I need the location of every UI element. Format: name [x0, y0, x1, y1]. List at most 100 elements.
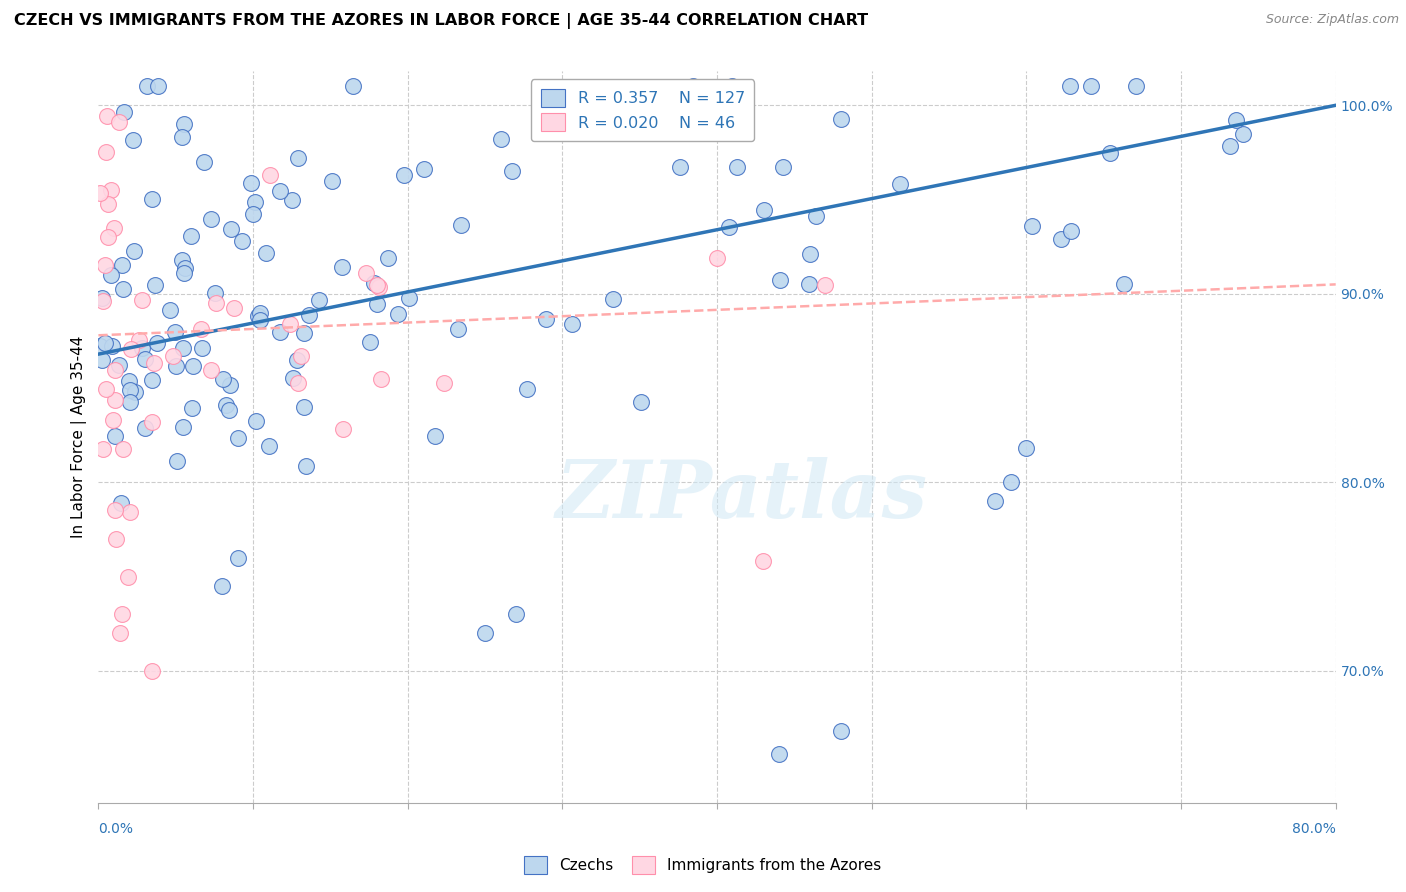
Point [111, 607, 134, 622]
Point [1098, 145, 1121, 160]
Point [124, 384, 146, 399]
Point [105, 532, 128, 546]
Point [1015, 442, 1038, 456]
Point [91, 442, 114, 456]
Point [717, 219, 740, 234]
Point [359, 335, 381, 350]
Point [120, 343, 142, 357]
Point [120, 395, 142, 409]
Point [889, 178, 911, 192]
Point [280, 317, 302, 331]
Point [124, 244, 146, 259]
Point [332, 422, 354, 436]
Point [536, 312, 558, 326]
Point [630, 394, 652, 409]
Point [170, 130, 193, 145]
Point [602, 292, 624, 306]
Point [450, 219, 472, 233]
Text: 80.0%: 80.0% [1292, 822, 1336, 836]
Point [141, 192, 163, 206]
Point [285, 353, 308, 368]
Point [205, 296, 228, 310]
Point [148, 79, 170, 94]
Point [103, 220, 125, 235]
Point [1000, 475, 1022, 490]
Text: Source: ZipAtlas.com: Source: ZipAtlas.com [1265, 13, 1399, 27]
Text: ZIPatlas: ZIPatlas [555, 457, 928, 534]
Point [356, 266, 378, 280]
Point [191, 341, 214, 355]
Point [447, 322, 470, 336]
Point [1112, 277, 1135, 291]
Point [200, 363, 222, 377]
Legend: R = 0.357    N = 127, R = 0.020    N = 46: R = 0.357 N = 127, R = 0.020 N = 46 [531, 79, 755, 141]
Point [108, 115, 131, 129]
Point [103, 413, 125, 427]
Point [104, 503, 127, 517]
Point [799, 246, 821, 260]
Point [387, 307, 409, 321]
Point [984, 494, 1007, 508]
Point [173, 117, 195, 131]
Point [141, 415, 163, 429]
Point [366, 277, 388, 292]
Point [97, 229, 120, 244]
Point [112, 105, 135, 120]
Point [1219, 138, 1241, 153]
Point [242, 207, 264, 221]
Point [377, 251, 399, 265]
Point [110, 495, 132, 509]
Point [104, 363, 127, 377]
Point [245, 414, 267, 428]
Point [211, 579, 233, 593]
Point [1021, 219, 1043, 234]
Point [101, 339, 124, 353]
Point [392, 168, 415, 182]
Point [159, 303, 181, 318]
Point [90, 291, 112, 305]
Point [193, 154, 215, 169]
Point [131, 341, 153, 355]
Point [134, 351, 156, 366]
Point [146, 335, 169, 350]
Point [668, 161, 690, 175]
Point [643, 119, 665, 133]
Point [363, 277, 385, 291]
Point [174, 260, 197, 275]
Point [97, 197, 120, 211]
Point [283, 371, 305, 385]
Point [180, 229, 202, 244]
Point [706, 251, 728, 265]
Point [110, 258, 132, 272]
Point [246, 309, 269, 323]
Point [330, 260, 353, 275]
Point [287, 151, 309, 165]
Point [298, 308, 321, 322]
Point [181, 401, 204, 416]
Point [136, 79, 159, 94]
Point [94, 258, 117, 272]
Point [1232, 127, 1254, 141]
Point [368, 279, 391, 293]
Point [398, 291, 420, 305]
Point [501, 163, 523, 178]
Point [224, 301, 246, 315]
Point [287, 376, 309, 390]
Point [122, 133, 145, 147]
Point [768, 747, 790, 761]
Point [249, 306, 271, 320]
Point [505, 607, 527, 622]
Point [474, 626, 496, 640]
Point [830, 724, 852, 739]
Point [1050, 231, 1073, 245]
Point [94, 382, 117, 396]
Y-axis label: In Labor Force | Age 35-44: In Labor Force | Age 35-44 [72, 336, 87, 538]
Point [141, 664, 163, 678]
Point [219, 222, 242, 236]
Point [1059, 79, 1081, 94]
Point [1225, 113, 1247, 128]
Point [308, 293, 330, 307]
Point [370, 372, 392, 386]
Point [561, 318, 583, 332]
Point [218, 377, 240, 392]
